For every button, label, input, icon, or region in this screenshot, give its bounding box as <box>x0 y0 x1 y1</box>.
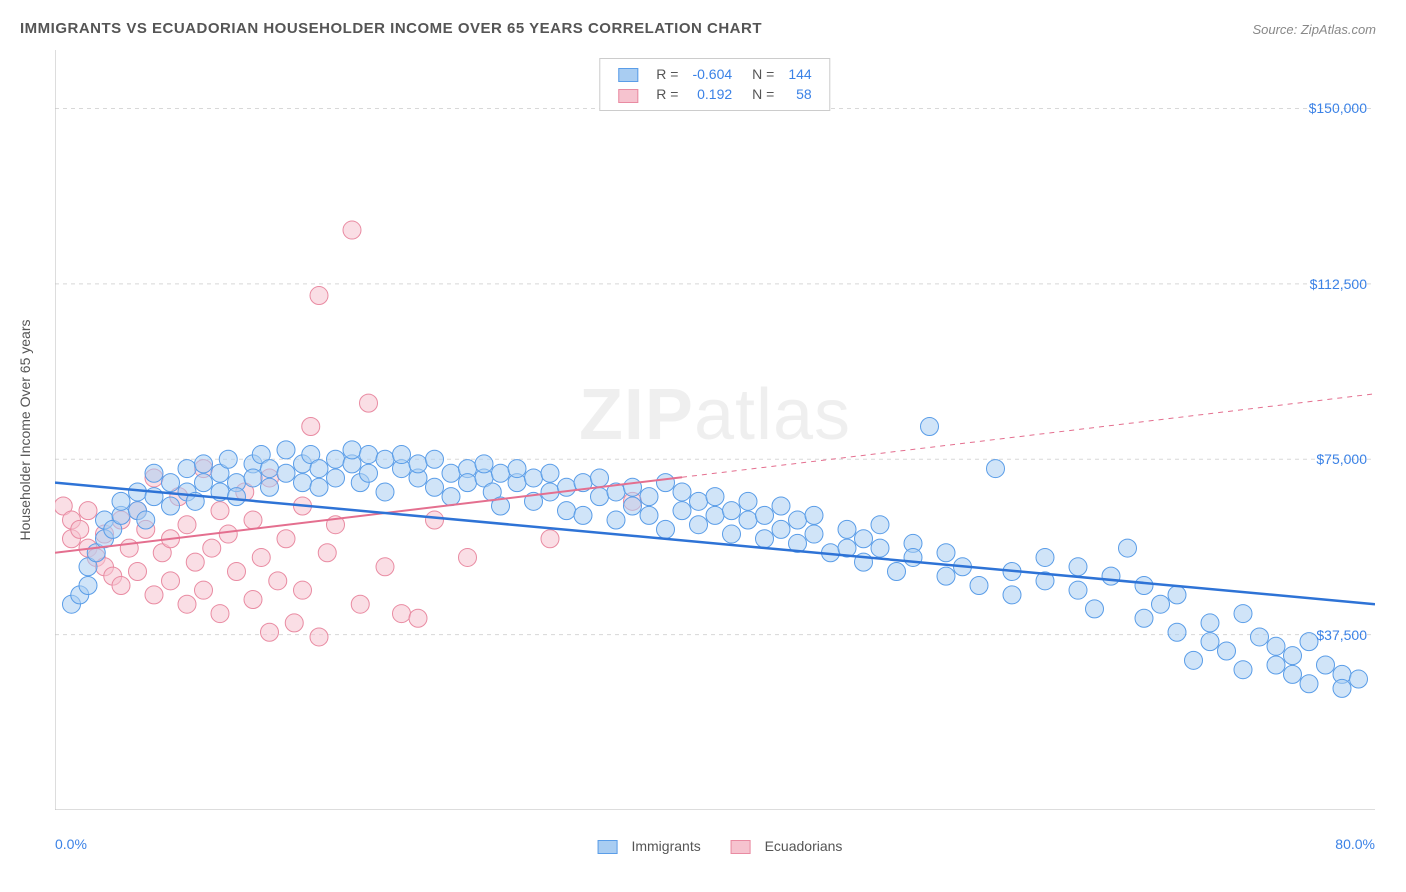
x-axis-min-label: 0.0% <box>55 836 87 852</box>
source-label: Source: ZipAtlas.com <box>1252 22 1376 37</box>
plot-area: Householder Income Over 65 years R =-0.6… <box>55 50 1375 810</box>
y-tick-label: $150,000 <box>1309 100 1367 116</box>
x-axis-max-label: 80.0% <box>1335 836 1375 852</box>
stats-legend: R =-0.604 N =144 R =0.192 N =58 <box>599 58 830 111</box>
y-tick-label: $37,500 <box>1316 627 1367 643</box>
chart-container: IMMIGRANTS VS ECUADORIAN HOUSEHOLDER INC… <box>0 0 1406 892</box>
scatter-plot-svg <box>55 50 1375 810</box>
chart-title: IMMIGRANTS VS ECUADORIAN HOUSEHOLDER INC… <box>20 20 1386 37</box>
y-tick-label: $112,500 <box>1310 276 1367 292</box>
series-legend: Immigrants Ecuadorians <box>578 838 853 854</box>
y-tick-label: $75,000 <box>1316 451 1367 467</box>
y-axis-title: Householder Income Over 65 years <box>17 320 33 541</box>
